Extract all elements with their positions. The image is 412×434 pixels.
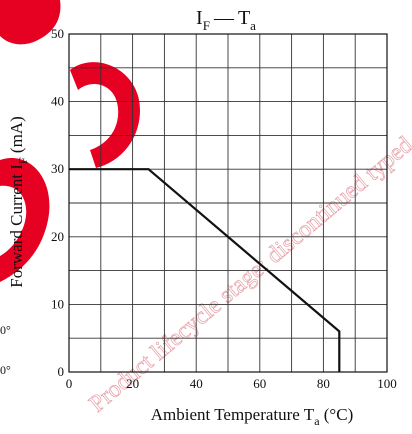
y-axis-label: Forward Current IF (mA) [7, 116, 30, 287]
y-tick-label: 30 [51, 161, 64, 176]
title-right-main: T [238, 7, 250, 29]
series-line [69, 168, 341, 372]
y-axis-label-main: Forward Current I [7, 164, 26, 288]
y-tick-label: 10 [51, 296, 64, 311]
x-tick-label: 20 [126, 376, 139, 391]
watermark-seal-hook [70, 62, 140, 169]
watermark-text: Product lifecycle stage: discontinued ty… [85, 10, 412, 418]
x-axis-label-sub: a [314, 414, 320, 428]
x-tick-label: 60 [253, 376, 266, 391]
x-tick-labels: 0 20 40 60 80 100 [66, 376, 397, 391]
y-axis-label-unit: (mA) [7, 116, 26, 157]
title-dash: — [213, 7, 235, 29]
x-tick-label: 100 [377, 376, 397, 391]
y-tick-label: 40 [51, 94, 64, 109]
y-axis-label-sub: F [16, 157, 30, 164]
plot-frame [68, 33, 388, 373]
y-tick-label: 0 [58, 364, 65, 379]
x-axis-label: Ambient Temperature Ta (°C) [151, 405, 353, 428]
x-tick-label: 0 [66, 376, 73, 391]
watermark: Product lifecycle stage: discontinued ty… [0, 0, 412, 418]
title-left-main: I [196, 7, 203, 29]
x-tick-label: 40 [190, 376, 203, 391]
watermark-seal-arc [0, 158, 50, 282]
y-tick-labels: 0 10 20 30 40 50 [51, 26, 64, 379]
x-axis-label-main: Ambient Temperature T [151, 405, 315, 424]
y-tick-label: 50 [51, 26, 64, 41]
x-axis-label-unit: (°C) [320, 405, 354, 424]
plot-area: 0 10 20 30 40 50 0 20 40 60 80 100 [51, 26, 397, 391]
title-right-sub: a [250, 18, 256, 33]
y-tick-label: 20 [51, 229, 64, 244]
title-left-sub: F [203, 18, 210, 33]
x-tick-label: 80 [317, 376, 330, 391]
watermark-edge-mark-2: 0° [0, 363, 11, 377]
watermark-edge-mark-1: 0° [0, 323, 11, 337]
chart-title: IF — Ta [196, 7, 256, 33]
watermark-seal-top [0, 0, 61, 45]
